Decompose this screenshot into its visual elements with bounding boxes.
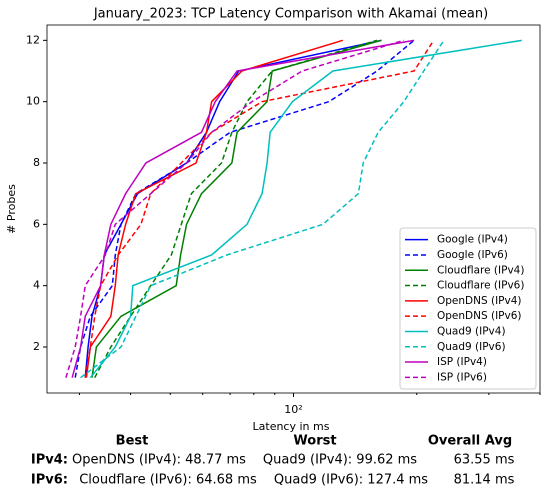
legend-label: Google (IPv4) [437,234,508,246]
table-cell: 63.55 ms [454,453,515,468]
y-axis-label: # Probes [5,184,18,234]
legend-label: ISP (IPv6) [437,371,487,383]
series-line [80,39,445,379]
y-tick-label: 10 [26,95,40,108]
series-line [89,39,522,379]
legend-label: Quad9 (IPv6) [437,341,506,353]
table-cell: OpenDNS (IPv4): 48.77 ms [72,453,246,468]
series-line [85,39,344,378]
table-cell: 81.14 ms [454,473,515,488]
y-tick-label: 12 [26,33,40,46]
row-label: IPv4: [31,453,68,468]
legend-label: OpenDNS (IPv6) [437,310,522,322]
x-tick-label: 10² [284,403,302,416]
legend-label: Cloudflare (IPv6) [437,280,524,292]
row-label: IPv6: [31,473,68,488]
series-line [84,39,382,378]
legend-box [399,227,537,390]
series-line [91,39,382,378]
table-cell: Quad9 (IPv4): 99.62 ms [263,453,417,468]
table-header: Overall Avg [428,434,512,449]
y-tick-label: 8 [33,156,40,169]
y-tick-label: 4 [33,279,40,292]
series-line [84,39,435,378]
legend-label: ISP (IPv4) [437,356,487,368]
legend-label: Quad9 (IPv4) [437,325,506,337]
table-header: Worst [293,434,336,449]
legend-label: Cloudflare (IPv4) [437,264,524,276]
series-line [94,39,378,379]
series-line [65,39,405,378]
legend-label: OpenDNS (IPv4) [437,295,522,307]
table-cell: Cloudflare (IPv6): 64.68 ms [79,473,257,488]
chart-title: January_2023: TCP Latency Comparison wit… [93,7,488,22]
y-tick-label: 6 [33,217,40,230]
table-cell: Quad9 (IPv6): 127.4 ms [274,473,428,488]
series-line [71,39,415,378]
y-tick-label: 2 [33,340,40,353]
x-axis-label: Latency in ms [253,420,330,433]
table-header: Best [116,434,149,449]
series-line [74,39,415,378]
legend-label: Google (IPv6) [437,249,508,261]
